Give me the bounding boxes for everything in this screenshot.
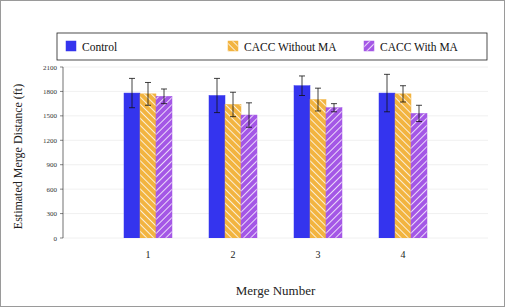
error-bar [129,78,135,107]
y-tick-label: 2100 [43,64,58,72]
chart-root: 0 300 600 900 1200 1500 1800 2100 1 2 3 4 Merge Numb… [0,0,505,307]
bar [379,93,395,238]
y-tick [60,238,63,239]
bar [411,113,427,238]
y-tick-label: 600 [47,186,58,194]
bar [310,100,326,238]
error-bar [161,89,167,104]
y-tick-label: 1800 [43,88,58,96]
bar [124,93,140,238]
error-bar [214,78,220,112]
bar [326,108,342,238]
legend-label: Control [82,41,117,53]
error-bar [384,74,390,111]
y-tick [60,189,63,190]
outer-frame [1,1,505,307]
bar [209,96,225,239]
grid-line [63,91,488,92]
y-axis-label: Estimated Merge Distance (ft) [11,84,25,229]
bar [395,94,411,238]
legend-swatch [66,41,76,51]
y-axis [63,67,64,238]
error-bar [299,76,305,96]
error-bar [315,88,321,111]
y-tick [60,213,63,214]
x-axis-label: Merge Number [236,283,316,298]
x-tick-label: 2 [231,249,236,260]
x-tick-label: 4 [401,249,406,260]
bar [225,104,241,238]
y-tick [60,91,63,92]
x-tick-label: 3 [316,249,321,260]
bars [124,74,427,238]
y-tick-label: 300 [47,210,58,218]
legend-swatch [364,41,374,51]
legend-label: CACC Without MA [244,41,337,53]
y-tick-label: 1500 [43,112,58,120]
y-tick [60,140,63,141]
y-tick-label: 1200 [43,137,58,145]
bar [241,115,257,238]
y-tick [60,67,63,68]
legend-swatch [228,41,238,51]
error-bar [246,103,252,127]
chart-svg: 0 300 600 900 1200 1500 1800 2100 1 2 3 4 Merge Numb… [0,0,505,307]
error-bar [145,82,151,105]
grid-line [63,67,488,68]
bar [140,94,156,238]
error-bar [400,86,406,102]
bar [156,96,172,238]
error-bar [331,104,337,112]
error-bar [230,92,236,116]
y-tick [60,164,63,165]
y-tick [60,115,63,116]
legend: Control CACC Without MA CACC With MA [57,33,487,60]
error-bar [416,105,422,121]
bar [294,86,310,238]
y-tick-label: 900 [47,161,58,169]
y-tick-label: 0 [54,235,58,243]
x-tick-label: 1 [146,249,151,260]
legend-label: CACC With MA [380,41,459,53]
